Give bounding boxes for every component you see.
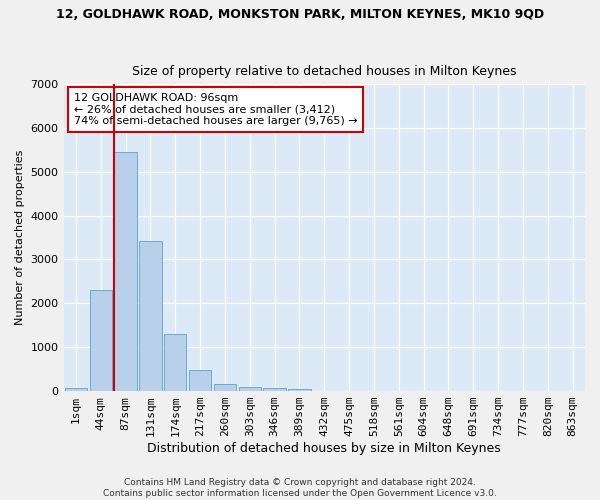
Text: 12 GOLDHAWK ROAD: 96sqm
← 26% of detached houses are smaller (3,412)
74% of semi: 12 GOLDHAWK ROAD: 96sqm ← 26% of detache…	[74, 93, 358, 126]
Bar	[239, 386, 261, 391]
Text: Contains HM Land Registry data © Crown copyright and database right 2024.
Contai: Contains HM Land Registry data © Crown c…	[103, 478, 497, 498]
Bar	[164, 334, 187, 391]
Text: 12, GOLDHAWK ROAD, MONKSTON PARK, MILTON KEYNES, MK10 9QD: 12, GOLDHAWK ROAD, MONKSTON PARK, MILTON…	[56, 8, 544, 20]
X-axis label: Distribution of detached houses by size in Milton Keynes: Distribution of detached houses by size …	[148, 442, 501, 455]
Bar	[214, 384, 236, 391]
Bar	[288, 390, 311, 391]
Title: Size of property relative to detached houses in Milton Keynes: Size of property relative to detached ho…	[132, 66, 517, 78]
Y-axis label: Number of detached properties: Number of detached properties	[15, 150, 25, 325]
Bar	[263, 388, 286, 391]
Bar	[115, 152, 137, 391]
Bar	[189, 370, 211, 391]
Bar	[139, 240, 161, 391]
Bar	[65, 388, 87, 391]
Bar	[89, 290, 112, 391]
